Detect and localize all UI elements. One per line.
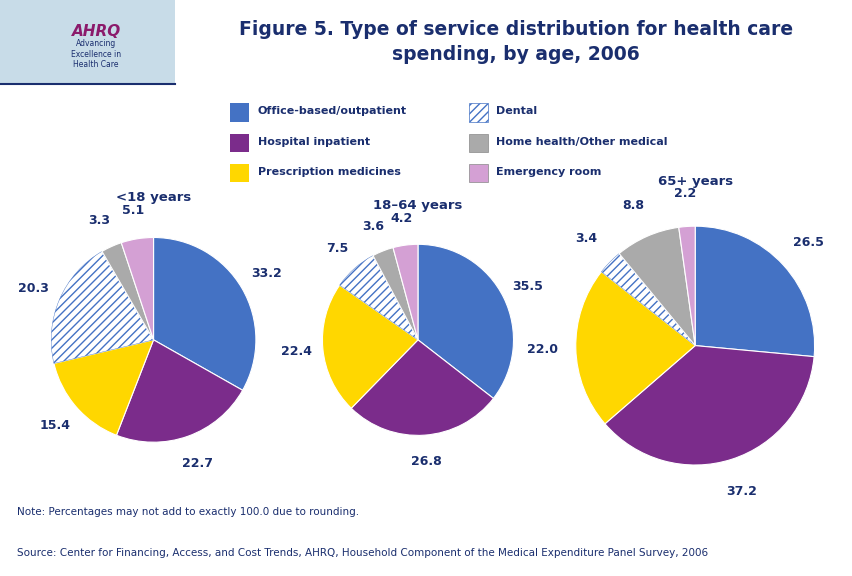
Text: 7.5: 7.5 [325, 242, 348, 255]
Text: Prescription medicines: Prescription medicines [257, 167, 400, 177]
Text: 5.1: 5.1 [121, 204, 144, 217]
Wedge shape [153, 237, 256, 391]
Wedge shape [393, 244, 417, 340]
Text: 26.5: 26.5 [792, 236, 823, 249]
Text: 3.4: 3.4 [574, 232, 596, 245]
Wedge shape [121, 237, 153, 340]
Text: 22.7: 22.7 [181, 457, 213, 470]
Text: Hospital inpatient: Hospital inpatient [257, 137, 369, 147]
Wedge shape [117, 340, 242, 442]
Wedge shape [575, 272, 694, 424]
FancyBboxPatch shape [469, 104, 487, 122]
Wedge shape [694, 226, 814, 357]
Title: 65+ years: 65+ years [657, 175, 732, 188]
Text: 15.4: 15.4 [39, 419, 70, 433]
Text: Office-based/outpatient: Office-based/outpatient [257, 107, 406, 116]
Text: 22.0: 22.0 [527, 343, 557, 356]
Text: Dental: Dental [496, 107, 537, 116]
FancyBboxPatch shape [469, 164, 487, 182]
Text: 33.2: 33.2 [251, 267, 282, 281]
Text: 26.8: 26.8 [411, 456, 441, 468]
Wedge shape [372, 248, 417, 340]
FancyBboxPatch shape [230, 104, 249, 122]
FancyBboxPatch shape [230, 134, 249, 152]
Title: 18–64 years: 18–64 years [373, 199, 462, 213]
Wedge shape [54, 340, 153, 435]
Text: AHRQ: AHRQ [72, 24, 121, 39]
Text: 3.3: 3.3 [89, 214, 111, 227]
Text: 8.8: 8.8 [622, 199, 644, 212]
Wedge shape [619, 228, 694, 346]
Text: 2.2: 2.2 [673, 187, 695, 200]
Text: 4.2: 4.2 [390, 212, 412, 225]
Wedge shape [102, 242, 153, 340]
Text: Source: Center for Financing, Access, and Cost Trends, AHRQ, Household Component: Source: Center for Financing, Access, an… [17, 548, 707, 558]
Wedge shape [351, 340, 492, 435]
Text: 37.2: 37.2 [726, 484, 757, 498]
Wedge shape [601, 253, 694, 346]
Wedge shape [678, 226, 694, 346]
Wedge shape [51, 251, 153, 363]
Title: <18 years: <18 years [116, 191, 191, 204]
Wedge shape [604, 346, 813, 465]
FancyBboxPatch shape [230, 164, 249, 182]
Wedge shape [322, 285, 417, 408]
Text: Home health/Other medical: Home health/Other medical [496, 137, 667, 147]
Wedge shape [417, 244, 513, 399]
Text: 3.6: 3.6 [361, 219, 383, 233]
Text: 22.4: 22.4 [280, 345, 311, 358]
Text: 20.3: 20.3 [18, 282, 49, 295]
Text: Advancing
Excellence in
Health Care: Advancing Excellence in Health Care [71, 39, 121, 69]
Text: Note: Percentages may not add to exactly 100.0 due to rounding.: Note: Percentages may not add to exactly… [17, 507, 359, 517]
Text: Figure 5. Type of service distribution for health care
spending, by age, 2006: Figure 5. Type of service distribution f… [239, 20, 792, 64]
Text: 35.5: 35.5 [512, 279, 543, 293]
Text: Emergency room: Emergency room [496, 167, 602, 177]
Wedge shape [339, 256, 417, 340]
FancyBboxPatch shape [469, 134, 487, 152]
